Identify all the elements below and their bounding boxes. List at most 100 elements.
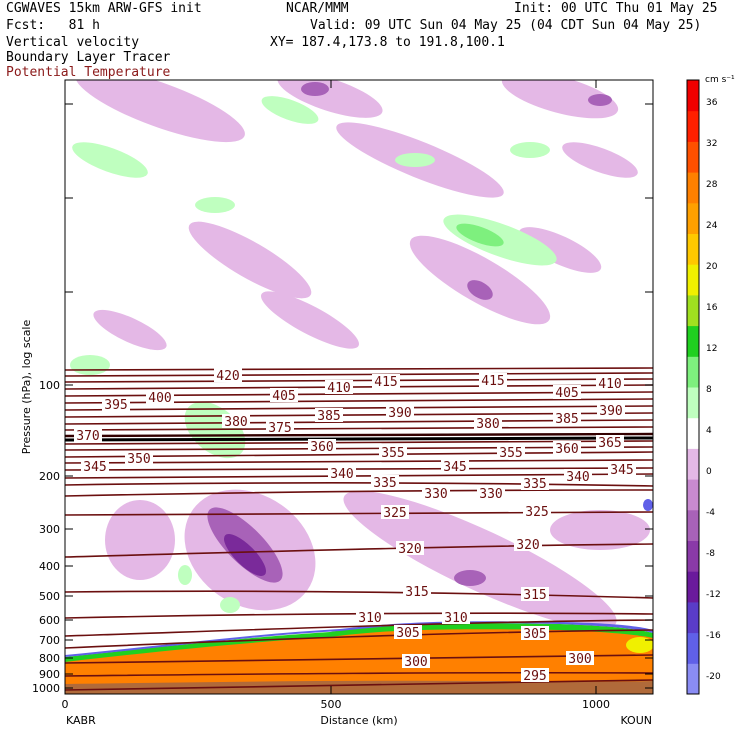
- theta-contour-label: 320: [398, 542, 421, 557]
- colorbar-level-label: 36: [706, 98, 718, 108]
- contour-label-bg: [442, 610, 470, 624]
- colorbar-level-label: -8: [706, 549, 715, 559]
- colorbar-level-label: -20: [706, 672, 721, 682]
- contour-label-bg: [328, 466, 356, 480]
- theta-contour-label: 320: [516, 538, 539, 553]
- y-tick-label: 1000: [32, 682, 60, 695]
- contour-label-bg: [81, 459, 109, 473]
- y-tick-labels: 100 200 300 400 500 600 700 800 900 1000: [32, 379, 60, 695]
- theta-contour-label: 410: [598, 377, 621, 392]
- contour-label-bg: [441, 459, 469, 473]
- contour-label-bg: [521, 587, 549, 601]
- colorbar-swatch: [687, 448, 699, 480]
- theta-contour-label: 360: [310, 440, 333, 455]
- colorbar-swatch: [687, 356, 699, 388]
- contour-label-bg: [74, 428, 102, 442]
- colorbar-swatch: [687, 632, 699, 664]
- x-tick-label: 500: [321, 698, 342, 711]
- colorbar-swatch: [687, 417, 699, 449]
- contour-label-bg: [403, 584, 431, 598]
- init-time: Init: 00 UTC Thu 01 May 25: [514, 1, 718, 16]
- theta-contour-label: 385: [317, 409, 340, 424]
- colorbar-swatch: [687, 80, 699, 112]
- xy-coords: XY= 187.4,173.8 to 191.8,100.1: [270, 35, 505, 50]
- field-vertical-velocity: Vertical velocity: [6, 35, 140, 50]
- theta-contour-label: 300: [404, 655, 427, 670]
- theta-contour-label: 395: [104, 398, 127, 413]
- colorbar: -20 -16 -12 -8 -4 0 4 8 12 16 20 24 28 32 36: [686, 79, 721, 695]
- contour-label-bg: [521, 668, 549, 682]
- contour-label-bg: [514, 537, 542, 551]
- contour-label-bg: [521, 476, 549, 490]
- contour-label-bg: [222, 414, 250, 428]
- colorbar-level-label: -12: [706, 590, 721, 600]
- theta-contour-label: 350: [127, 452, 150, 467]
- axis-ticks: [65, 80, 653, 694]
- theta-contour-label: 390: [388, 406, 411, 421]
- theta-contour-label: 415: [481, 374, 504, 389]
- plot-frame: [64, 79, 654, 695]
- contour-label-bg: [474, 416, 502, 430]
- contour-label-bg: [308, 439, 336, 453]
- theta-contour-label: 360: [555, 442, 578, 457]
- contour-label-bg: [372, 374, 400, 388]
- colorbar-swatch: [687, 663, 699, 695]
- theta-contour-label: 345: [443, 460, 466, 475]
- y-tick-label: 300: [39, 523, 60, 536]
- colorbar-swatch: [687, 387, 699, 419]
- x-tick-label: 1000: [582, 698, 610, 711]
- theta-contour-label: 310: [358, 611, 381, 626]
- colorbar-swatch: [687, 202, 699, 234]
- contour-label-bg: [396, 541, 424, 555]
- theta-contour-label: 380: [476, 417, 499, 432]
- contour-label-bg: [553, 441, 581, 455]
- contour-label-bg: [596, 376, 624, 390]
- y-tick-label: 800: [39, 652, 60, 665]
- colorbar-swatch: [687, 571, 699, 603]
- colorbar-level-label: -4: [706, 508, 715, 518]
- theta-contour-label: 295: [523, 669, 546, 684]
- theta-contour-label: 345: [83, 460, 106, 475]
- y-tick-label: 900: [39, 668, 60, 681]
- contour-label-bg: [564, 469, 592, 483]
- colorbar-swatch: [687, 294, 699, 327]
- theta-contour-label: 420: [216, 369, 239, 384]
- valid-time: Valid: 09 UTC Sun 04 May 25 (04 CDT Sun …: [310, 18, 702, 33]
- theta-contour-label: 340: [330, 467, 353, 482]
- colorbar-level-label: 28: [706, 180, 718, 190]
- theta-contour-label: 400: [148, 391, 171, 406]
- theta-contour-label: 370: [76, 429, 99, 444]
- y-tick-label: 400: [39, 560, 60, 573]
- colorbar-swatch: [687, 141, 699, 173]
- colorbar-level-label: 0: [706, 467, 712, 477]
- theta-contour-label: 375: [268, 421, 291, 436]
- contour-label-bg: [315, 408, 343, 422]
- theta-contour-label: 355: [499, 446, 522, 461]
- colorbar-swatch: [687, 110, 699, 142]
- colorbar-swatch: [687, 264, 699, 296]
- colorbar-units: cm s⁻¹: [705, 75, 735, 85]
- contour-label-bg: [477, 486, 505, 500]
- contour-label-bg: [102, 397, 130, 411]
- contour-label-bg: [356, 610, 384, 624]
- contour-label-bg: [402, 654, 430, 668]
- x-axis-label: Distance (km): [320, 714, 397, 727]
- contour-label-bg: [479, 373, 507, 387]
- contour-label-bg: [521, 626, 549, 640]
- field-theta: Potential Temperature: [6, 65, 171, 80]
- x-tick-label: 0: [62, 698, 69, 711]
- contour-label-bg: [270, 388, 298, 402]
- colorbar-level-label: -16: [706, 631, 721, 641]
- contour-label-bg: [596, 435, 624, 449]
- theta-contour-label: 310: [444, 611, 467, 626]
- y-axis-label: Pressure (hPa), log scale: [20, 320, 33, 455]
- colorbar-level-label: 20: [706, 262, 718, 272]
- theta-contour-label: 330: [424, 487, 447, 502]
- contour-label-bg: [497, 445, 525, 459]
- contour-label-bg: [266, 420, 294, 434]
- theta-contour-label: 315: [405, 585, 428, 600]
- theta-contour-label: 385: [555, 412, 578, 427]
- contour-label-bg: [608, 462, 636, 476]
- contour-label-bg: [553, 385, 581, 399]
